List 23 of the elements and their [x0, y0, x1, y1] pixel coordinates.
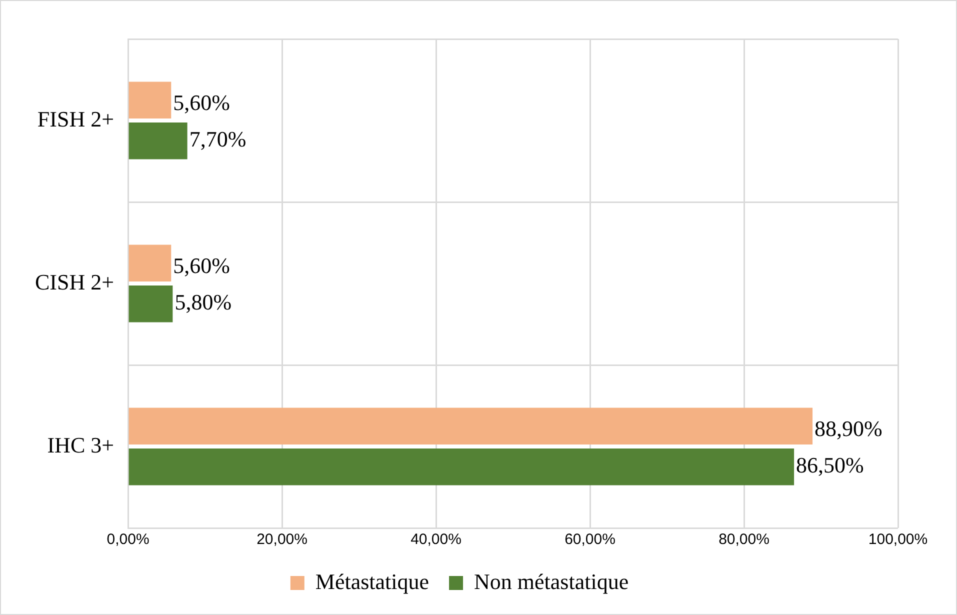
x-tick-label: 60,00% — [564, 531, 616, 548]
bar — [128, 448, 794, 486]
legend-label: Métastatique — [315, 568, 430, 594]
y-tick-label: IHC 3+ — [47, 432, 114, 458]
x-tick-label: 0,00% — [106, 531, 150, 548]
bar — [128, 122, 188, 160]
bar — [128, 82, 172, 118]
x-tick-label: 20,00% — [256, 531, 308, 548]
data-label: 5,60% — [173, 252, 230, 278]
bar — [128, 408, 813, 444]
data-label: 88,90% — [814, 416, 882, 441]
bar — [128, 286, 173, 322]
data-label: 5,80% — [174, 290, 232, 315]
x-tick-label: 100,00% — [868, 531, 928, 548]
x-tick-label: 80,00% — [718, 531, 770, 548]
data-label: 86,50% — [796, 452, 864, 478]
x-tick-label: 40,00% — [410, 531, 462, 548]
data-label: 7,70% — [189, 126, 246, 152]
y-tick-label: CISH 2+ — [35, 269, 114, 294]
y-tick-label: FISH 2+ — [37, 106, 114, 132]
bar — [128, 244, 172, 282]
data-label: 5,60% — [173, 90, 230, 115]
legend-label: Non métastatique — [474, 568, 629, 594]
